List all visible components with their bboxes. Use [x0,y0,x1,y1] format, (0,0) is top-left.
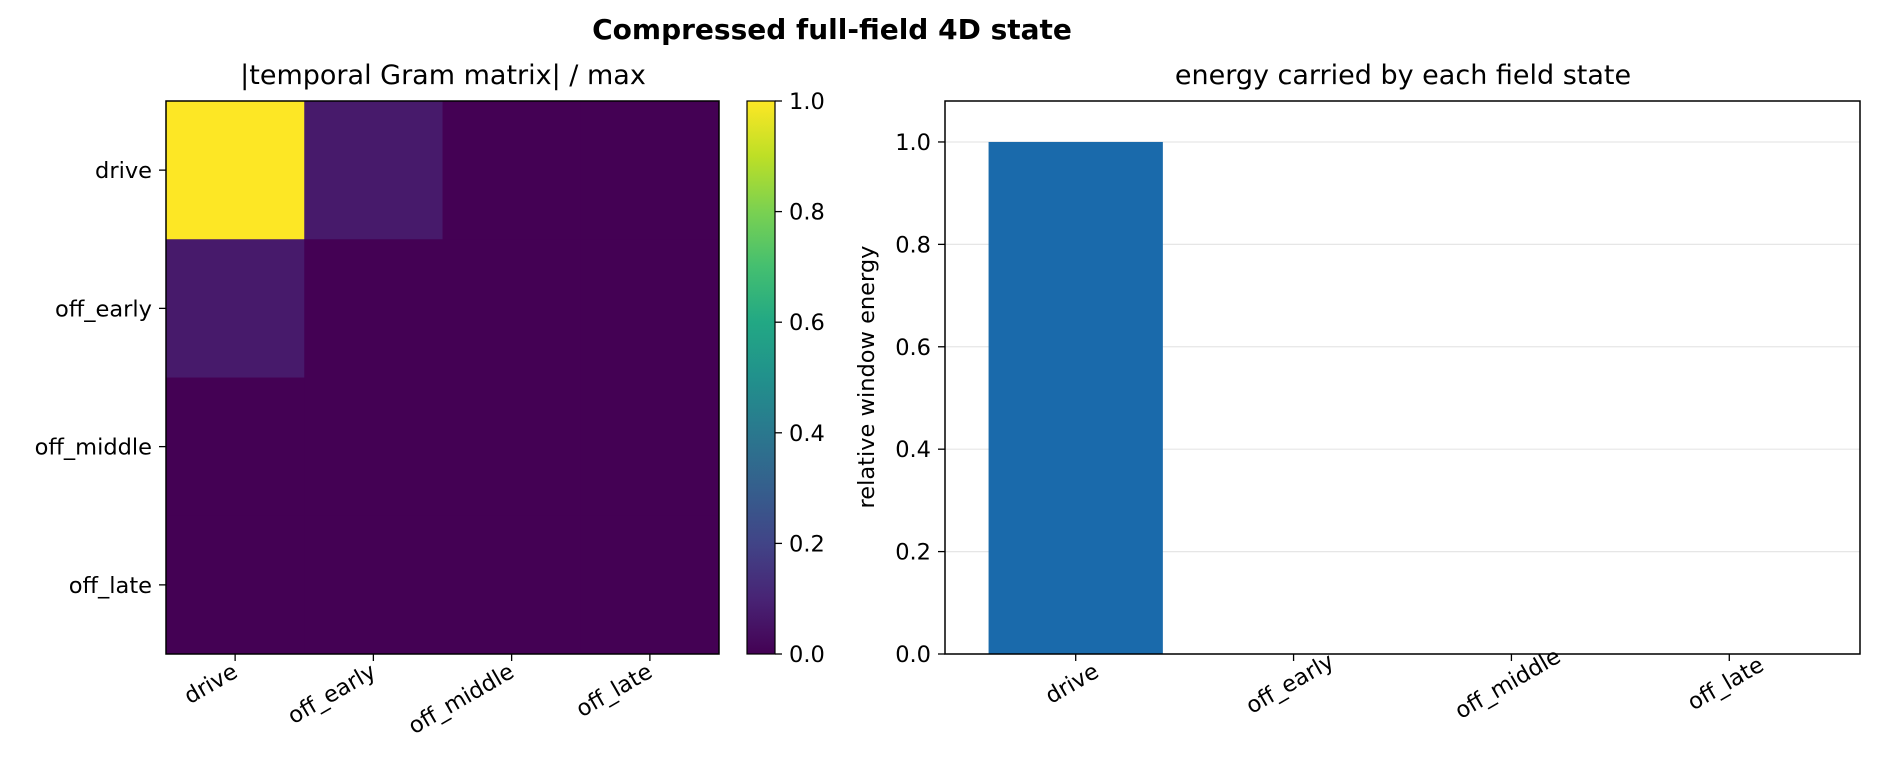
bar-chart-y-tick-label: 0.4 [895,437,931,463]
heatmap-y-tick-label: off_middle [35,435,152,461]
heatmap-x-tick-label: drive [180,659,242,710]
colorbar-tick-label: 1.0 [789,89,825,115]
bar-chart-frame [944,100,1861,655]
colorbar-tick-label: 0.2 [789,531,825,557]
heatmap-x-ticks: drive off_early off_middle off_late [180,654,657,740]
bar-chart-y-tick-label: 0.6 [895,335,931,361]
heatmap-x-tick-label: off_middle [404,659,519,740]
bar-chart-y-label: relative window energy [854,246,880,509]
colorbar: 0.0 0.2 0.4 0.6 0.8 1.0 [746,89,825,668]
bar-chart-y-tick-label: 0.2 [895,540,931,566]
heatmap-panel: |temporal Gram matrix| / max drive off_ea… [35,60,720,740]
heatmap-cell [166,101,305,240]
heatmap-x-tick-label: off_early [283,659,380,730]
heatmap-y-tick-label: off_late [69,573,152,599]
heatmap-cell [166,515,305,655]
bar-chart-x-tick-label: off_middle [1451,643,1566,724]
heatmap-cell [442,377,582,517]
heatmap-title: |temporal Gram matrix| / max [240,60,646,91]
heatmap-cell [580,515,720,655]
bar-chart-y-tick-label: 0.8 [895,232,931,258]
bar-chart-y-ticks: 0.0 0.2 0.4 0.6 0.8 1.0 [895,130,945,668]
heatmap-cell [580,377,720,517]
bar-chart-x-ticks: drive off_early off_middle off_late [1041,643,1768,724]
bar-chart-x-tick-label: drive [1041,658,1103,709]
heatmap-cell [580,101,720,240]
colorbar-ticks: 0.0 0.2 0.4 0.6 0.8 1.0 [775,89,825,668]
heatmap-cell [304,239,443,378]
heatmap-cell [580,239,720,378]
heatmap-cells [166,101,720,655]
heatmap-x-tick-label: off_late [572,659,657,723]
heatmap-cell [304,515,443,655]
heatmap-y-tick-label: drive [95,158,152,184]
bar-chart-x-tick-label: off_late [1683,652,1768,716]
heatmap-cell [166,377,305,517]
colorbar-tick-label: 0.4 [789,421,825,447]
colorbar-tick-label: 0.8 [789,200,825,226]
colorbar-tick-label: 0.6 [789,310,825,336]
bar [988,141,1163,655]
heatmap-y-tick-label: off_early [55,296,152,322]
bar-chart-bars [988,141,1163,655]
heatmap-cell [304,101,443,240]
figure-title: Compressed full-field 4D state [592,13,1072,46]
heatmap-cell [166,239,305,378]
colorbar-tick-label: 0.0 [789,642,825,668]
heatmap-y-ticks: drive off_early off_middle off_late [35,158,166,599]
heatmap-cell [442,515,582,655]
bar-chart-panel: energy carried by each field state 0.00.… [854,60,1861,725]
bar-chart-title: energy carried by each field state [1175,60,1631,91]
bar-chart-y-tick-label: 1.0 [895,130,931,156]
colorbar-gradient [746,100,776,655]
bar-chart-x-tick-label: off_early [1242,648,1339,719]
heatmap-frame [165,100,720,655]
heatmap-cell [442,239,582,378]
heatmap-cell [304,377,443,517]
bar-chart-y-tick-label: 0.0 [895,642,931,668]
heatmap-cell [442,101,582,240]
